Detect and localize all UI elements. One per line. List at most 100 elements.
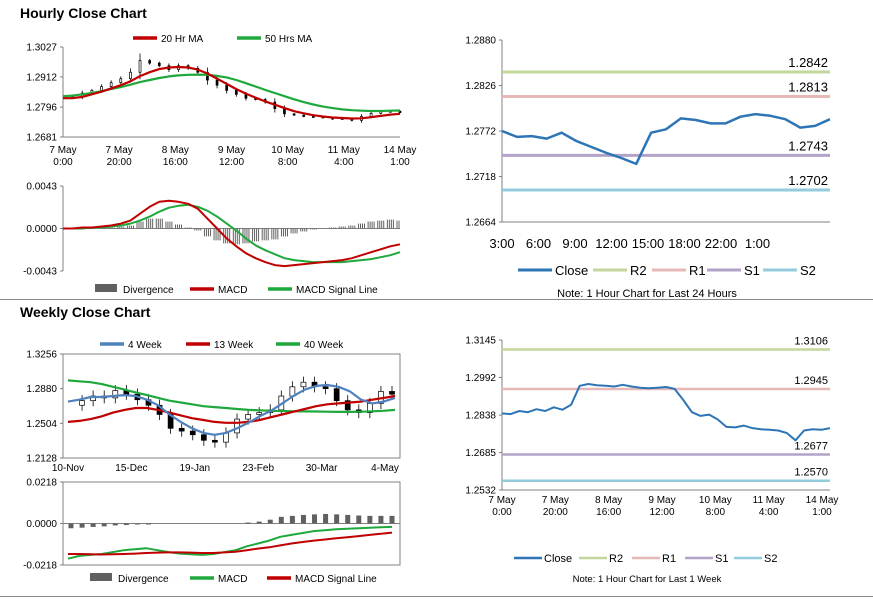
hourly-signal-line <box>63 203 401 264</box>
weekly-levels-legend-s1-label: S1 <box>715 553 728 565</box>
hourly-candles-candle <box>225 84 229 91</box>
weekly-divergence-bar <box>123 523 129 526</box>
weekly-candle <box>256 412 263 415</box>
hourly-candles-xtick-label: 11 May <box>328 145 360 156</box>
weekly-divergence-bar <box>389 515 395 524</box>
weekly-ma13-line <box>67 394 396 424</box>
hourly-levels-ytick-label: 1.2826 <box>465 81 496 92</box>
hourly-levels-legend-r1-label: R1 <box>689 263 706 278</box>
weekly-candle <box>234 418 240 434</box>
weekly-levels-ytick-label: 1.2532 <box>465 486 496 497</box>
weekly-divergence-bar <box>356 515 362 524</box>
weekly-section-title: Weekly Close Chart <box>20 304 151 320</box>
weekly-levels-xtick-label: 0:00 <box>492 507 512 518</box>
weekly-candles-ytick-label: 1.2504 <box>26 419 57 430</box>
weekly-ma4-line <box>67 383 396 436</box>
hourly-level-r1-label: 1.2813 <box>788 79 828 94</box>
weekly-levels-legend-s2-label: S2 <box>764 553 777 565</box>
weekly-divergence-bar <box>145 523 151 525</box>
weekly-divergence-bar <box>267 519 273 524</box>
weekly-levels-xtick-label: 7 May <box>488 495 515 506</box>
weekly-candle <box>300 381 307 388</box>
weekly-close-line <box>501 383 831 442</box>
weekly-candle <box>344 400 351 411</box>
hourly-candles-ytick-label: 1.2681 <box>26 133 57 144</box>
weekly-divergence-bar <box>134 523 140 525</box>
weekly-divergence-bar <box>68 523 74 529</box>
hourly-levels-legend-r2-label: R2 <box>630 263 647 278</box>
hourly-levels-legend-close-label: Close <box>555 263 588 278</box>
weekly-levels-xtick-label: 20:00 <box>543 507 568 518</box>
hourly-levels-xtick-label: 1:00 <box>745 236 770 251</box>
hourly-candles-candle <box>157 62 161 67</box>
weekly-candles-xtick-label: 19-Jan <box>180 463 211 474</box>
hourly-macd-ytick-label: -0.0043 <box>23 267 57 278</box>
weekly-ma40-line <box>67 379 396 413</box>
weekly-divergence-bar <box>90 523 96 527</box>
hourly-macd-line <box>63 199 401 268</box>
weekly-levels-xtick-label: 9 May <box>648 495 675 506</box>
hourly-candles-xtick-label: 8:00 <box>278 157 298 168</box>
weekly-divergence-bar <box>345 514 351 524</box>
hourly-candles-candle <box>129 71 132 80</box>
hourly-levels-ytick-label: 1.2718 <box>465 172 496 183</box>
weekly-legend-signal-label: MACD Signal Line <box>295 574 377 585</box>
weekly-candle <box>212 439 218 443</box>
hourly-candles-xtick-label: 12:00 <box>219 157 244 168</box>
weekly-levels-ytick-label: 1.2992 <box>465 373 496 384</box>
weekly-levels-ytick-label: 1.2685 <box>465 448 496 459</box>
hourly-macd-ytick-label: 0.0000 <box>26 224 57 235</box>
weekly-level-s1-label: 1.2677 <box>794 441 828 453</box>
hourly-candles-candle <box>311 116 315 118</box>
weekly-levels-legend-r1-label: R1 <box>662 553 676 565</box>
weekly-levels-xtick-label: 1:00 <box>812 507 832 518</box>
weekly-candle <box>189 430 196 436</box>
weekly-candle <box>178 427 185 432</box>
hourly-section-title: Hourly Close Chart <box>20 5 147 21</box>
weekly-divergence-bar <box>323 513 329 524</box>
hourly-levels-xtick-label: 3:00 <box>489 236 514 251</box>
hourly-levels-xtick-label: 6:00 <box>526 236 551 251</box>
weekly-levels-xtick-label: 14 May <box>806 495 839 506</box>
weekly-levels-xtick-label: 12:00 <box>649 507 674 518</box>
weekly-macd-ytick-label: -0.0218 <box>23 561 57 572</box>
hourly-candles-xtick-label: 20:00 <box>107 157 132 168</box>
hourly-candles-candle <box>109 82 113 87</box>
bottom-divider <box>0 596 873 597</box>
weekly-candle <box>79 400 85 406</box>
hourly-levels-ytick-label: 1.2664 <box>465 218 496 229</box>
weekly-candle <box>333 388 340 402</box>
weekly-divergence-bar <box>334 514 340 524</box>
hourly-candles-candle <box>215 79 219 86</box>
hourly-legend-signal-label: MACD Signal Line <box>296 285 378 296</box>
hourly-ma20-line <box>63 65 401 120</box>
hourly-level-s2-label: 1.2702 <box>788 173 828 188</box>
hourly-candles-ytick-label: 1.2796 <box>26 103 57 114</box>
weekly-levels-xtick-label: 8 May <box>595 495 622 506</box>
hourly-candles-xtick-label: 14 May <box>384 145 417 156</box>
hourly-level-s1-label: 1.2743 <box>788 138 828 153</box>
weekly-divergence-bar <box>79 523 85 528</box>
hourly-candles-ytick-label: 1.2912 <box>26 72 57 83</box>
weekly-divergence-bar <box>256 521 262 524</box>
weekly-candles-xtick-label: 15-Dec <box>115 463 147 474</box>
hourly-levels-legend-s1-label: S1 <box>744 263 760 278</box>
weekly-divergence-bar <box>245 522 251 524</box>
weekly-level-s2-label: 1.2570 <box>794 467 828 479</box>
weekly-divergence-bar <box>312 514 318 524</box>
weekly-candles-xtick-label: 10-Nov <box>52 463 84 474</box>
weekly-legend-4week-label: 4 Week <box>128 340 163 351</box>
weekly-candles-ytick-label: 1.2128 <box>26 454 57 465</box>
hourly-levels-xtick-label: 22:00 <box>705 236 738 251</box>
hourly-legend-ma50-label: 50 Hrs MA <box>265 34 313 45</box>
hourly-candles-xtick-label: 9 May <box>218 145 245 156</box>
weekly-divergence-bar <box>367 515 373 524</box>
weekly-candle <box>223 432 229 443</box>
hourly-candles-candle <box>138 60 142 73</box>
weekly-candles-xtick-label: 4-May <box>371 463 399 474</box>
hourly-levels-legend-s2-label: S2 <box>800 263 816 278</box>
hourly-legend-divergence-label: Divergence <box>123 285 174 296</box>
hourly-candles-candle <box>148 60 152 64</box>
weekly-level-r1-label: 1.2945 <box>794 375 828 387</box>
